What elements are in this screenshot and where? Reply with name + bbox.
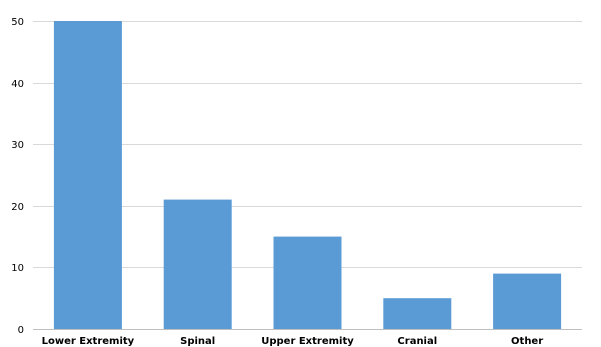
y-axis-ticks: 0 10 20 30 40 50	[11, 17, 24, 336]
x-axis-category-labels: Lower Extremity Spinal Upper Extremity Cran…	[42, 336, 544, 347]
bar-other	[493, 273, 562, 329]
x-category-label: Lower Extremity	[42, 336, 135, 347]
y-tick-label: 50	[11, 17, 24, 28]
gridlines	[33, 21, 582, 268]
x-category-label: Cranial	[397, 336, 437, 347]
y-tick-label: 30	[11, 140, 24, 151]
bar-lower-extremity	[53, 21, 122, 329]
y-tick-label: 40	[11, 79, 24, 90]
bars	[53, 21, 562, 329]
y-tick-label: 0	[18, 325, 24, 336]
bar-cranial	[383, 298, 452, 329]
bar-spinal	[163, 199, 232, 329]
bar-upper-extremity	[273, 236, 342, 329]
y-tick-label: 10	[11, 263, 24, 274]
x-category-label: Other	[511, 336, 543, 347]
x-category-label: Spinal	[180, 336, 215, 347]
y-tick-label: 20	[11, 202, 24, 213]
x-category-label: Upper Extremity	[261, 336, 354, 347]
